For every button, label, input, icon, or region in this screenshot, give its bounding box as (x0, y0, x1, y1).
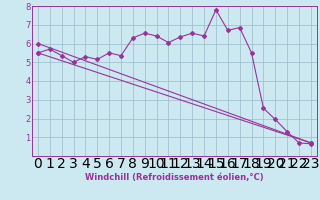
X-axis label: Windchill (Refroidissement éolien,°C): Windchill (Refroidissement éolien,°C) (85, 173, 264, 182)
